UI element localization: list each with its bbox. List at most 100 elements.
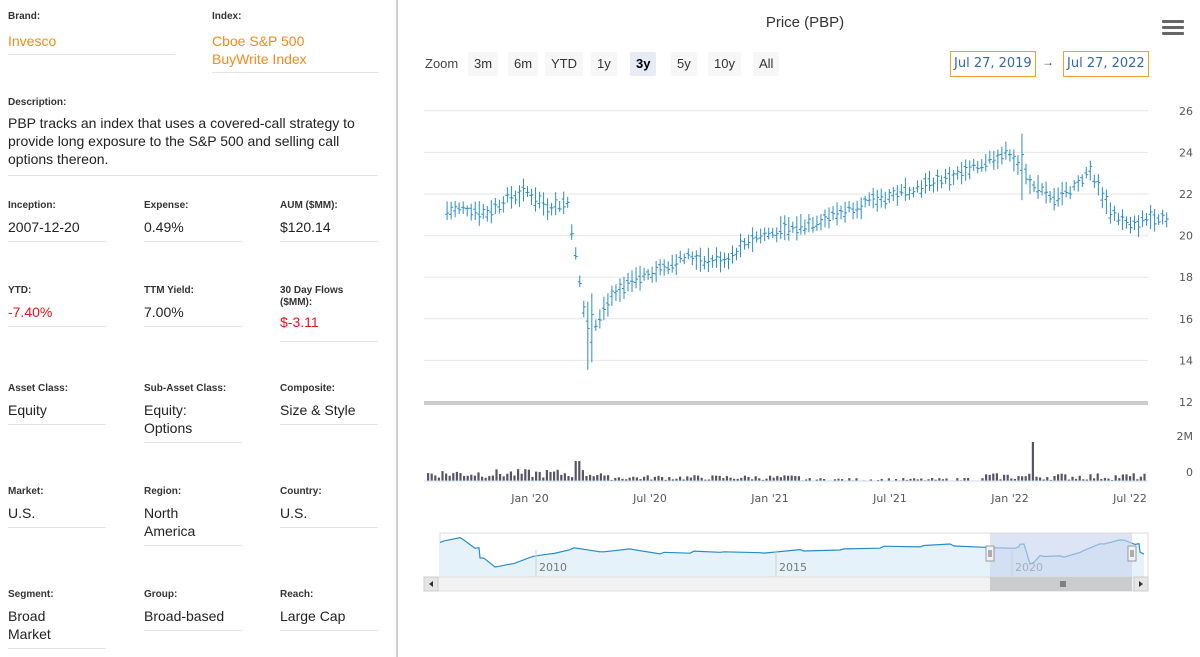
description-field: Description: PBP tracks an index that us… [8, 97, 378, 176]
volume-bar [585, 475, 588, 481]
price-bar [662, 259, 667, 276]
volume-bar [1143, 473, 1146, 481]
price-bar [593, 319, 598, 331]
price-bar [911, 186, 916, 198]
scroll-right-icon[interactable] [1133, 576, 1149, 592]
price-bar [1128, 216, 1133, 234]
volume-bar [1021, 476, 1024, 481]
price-bar [1023, 163, 1028, 185]
volume-bar [578, 461, 581, 481]
hamburger-menu-icon[interactable] [1162, 20, 1184, 36]
volume-bar [513, 475, 516, 481]
price-bar [983, 154, 988, 172]
expense-field: Expense: 0.49% [144, 200, 242, 242]
price-bar [939, 175, 944, 189]
price-bar [915, 180, 920, 193]
volume-bar [1028, 473, 1031, 481]
price-bar [810, 217, 815, 233]
inception-value: 2007-12-20 [8, 219, 80, 235]
volume-bar [808, 478, 811, 481]
asset-class-field: Asset Class: Equity [8, 383, 106, 425]
volume-bar [527, 469, 530, 481]
price-bar [650, 266, 655, 283]
volume-bar [495, 469, 498, 481]
price-bar [621, 276, 626, 300]
date-from-input[interactable]: Jul 27, 2019 [950, 51, 1036, 77]
zoom-button-6m[interactable]: 6m [508, 52, 539, 76]
navigator-selection[interactable] [990, 533, 1132, 577]
price-bar [493, 198, 498, 215]
volume-bar [887, 478, 890, 481]
volume-bar [704, 479, 707, 481]
price-bar [891, 186, 896, 201]
date-to-input[interactable]: Jul 27, 2022 [1063, 51, 1149, 77]
price-bar [931, 177, 936, 193]
volume-bar [956, 478, 959, 481]
brand-link[interactable]: Invesco [8, 33, 57, 49]
zoom-button-10y[interactable]: 10y [708, 52, 741, 76]
reach-value: Large Cap [280, 608, 346, 624]
chart-separator [424, 401, 1148, 405]
price-bar [577, 275, 582, 288]
volume-bar [707, 479, 710, 481]
price-bar [1112, 205, 1117, 222]
price-bar [1100, 187, 1105, 209]
market-field: Market: U.S. [8, 486, 106, 528]
zoom-button-ytd[interactable]: YTD [545, 52, 583, 76]
volume-bar [686, 476, 689, 481]
volume-bar [574, 461, 577, 481]
index-link[interactable]: Cboe S&P 500 BuyWrite Index [212, 33, 307, 67]
volume-bar [1082, 479, 1085, 481]
volume-bar [823, 479, 826, 481]
volume-bar [531, 476, 534, 481]
price-bar [718, 251, 723, 273]
price-bar [553, 192, 558, 216]
volume-bar [653, 476, 656, 481]
volume-bar [448, 475, 451, 481]
ttm-yield-label: TTM Yield: [144, 285, 194, 296]
volume-bar [427, 473, 430, 481]
scroll-left-icon[interactable] [423, 576, 439, 592]
price-bar [646, 269, 651, 280]
price-bar [1036, 175, 1041, 199]
volume-bar [700, 477, 703, 481]
zoom-button-all[interactable]: All [753, 52, 780, 76]
navigator-handle[interactable] [985, 545, 995, 562]
volume-bar [459, 473, 462, 481]
volume-bar [715, 475, 718, 481]
flows-value: $-3.11 [280, 314, 319, 330]
zoom-button-3m[interactable]: 3m [468, 52, 499, 76]
volume-bar [725, 476, 728, 481]
price-bar [951, 169, 956, 185]
volume-bar [941, 479, 944, 481]
price-bar [919, 180, 924, 198]
volume-bar [815, 479, 818, 481]
zoom-button-3y[interactable]: 3y [630, 52, 657, 76]
volume-bar [769, 475, 772, 481]
price-bar [457, 202, 462, 215]
price-bar [1132, 215, 1137, 231]
volume-bar [981, 478, 984, 481]
price-bar [1140, 210, 1145, 227]
price-bar [445, 201, 450, 220]
volume-bar [563, 473, 566, 481]
volume-bar [1089, 474, 1092, 481]
price-bar [758, 228, 763, 244]
volume-bar [430, 473, 433, 481]
composite-field: Composite: Size & Style [280, 383, 378, 425]
volume-bar [916, 479, 919, 481]
volume-bar [869, 479, 872, 481]
zoom-button-1y[interactable]: 1y [591, 52, 617, 76]
y-tick-label: 18 [1179, 271, 1193, 284]
zoom-button-5y[interactable]: 5y [671, 52, 697, 76]
volume-bar [1006, 474, 1009, 481]
price-bar [927, 170, 932, 191]
navigator-handle[interactable] [1127, 545, 1137, 562]
ytd-label: YTD: [8, 285, 32, 296]
volume-y-axis: 2M 0 [1177, 430, 1194, 479]
price-bar [1156, 214, 1161, 225]
brand-field: Brand: Invesco [8, 11, 175, 55]
volume-bar [488, 476, 491, 481]
inception-label: Inception: [8, 200, 56, 211]
